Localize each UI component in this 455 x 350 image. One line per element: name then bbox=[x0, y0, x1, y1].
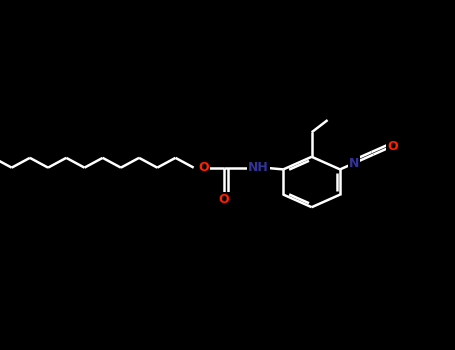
Text: O: O bbox=[219, 193, 229, 206]
Text: NH: NH bbox=[248, 161, 268, 174]
Text: O: O bbox=[198, 161, 209, 174]
Text: N: N bbox=[349, 156, 359, 170]
Text: O: O bbox=[387, 140, 398, 153]
